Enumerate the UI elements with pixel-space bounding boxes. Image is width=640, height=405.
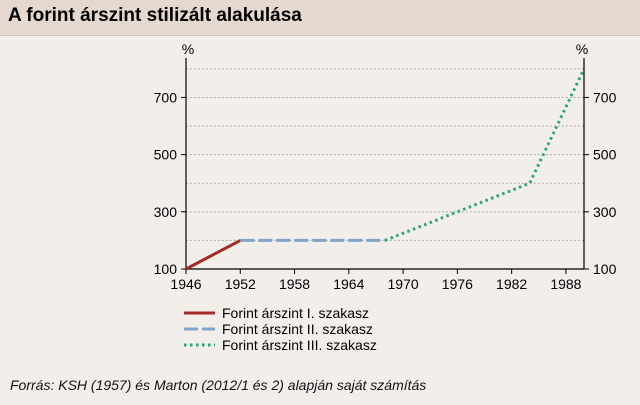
x-tick-label: 1964 <box>333 276 364 292</box>
chart-title: A forint árszint stilizált alakulása <box>8 5 302 26</box>
y-tick-label-left: 500 <box>154 147 178 163</box>
x-tick-label: 1976 <box>442 276 473 292</box>
x-tick-label: 1982 <box>496 276 527 292</box>
title-bar: A forint árszint stilizált alakulása <box>0 0 640 36</box>
y-tick-label-right: 500 <box>593 147 617 163</box>
x-tick-label: 1952 <box>225 276 256 292</box>
y-tick-label-right: 300 <box>593 204 617 220</box>
y-tick-label-left: 700 <box>154 89 178 105</box>
legend-label-3: Forint árszint III. szakasz <box>222 337 377 353</box>
x-tick-label: 1946 <box>170 276 201 292</box>
y-tick-label-left: 100 <box>154 261 178 277</box>
legend-label-2: Forint árszint II. szakasz <box>222 321 373 337</box>
y-axis-unit-right: % <box>576 41 588 57</box>
x-tick-label: 1988 <box>550 276 581 292</box>
y-tick-label-left: 300 <box>154 204 178 220</box>
series-line-1 <box>185 239 241 271</box>
line-chart: 100 100 300 300 500 500 700 700% % 1946 1952 1958 19… <box>154 41 617 353</box>
legend-label-1: Forint árszint I. szakasz <box>222 305 369 321</box>
source-note: Forrás: KSH (1957) és Marton (2012/1 és … <box>10 377 427 393</box>
y-axis-unit-left: % <box>182 41 194 57</box>
y-tick-label-right: 700 <box>593 89 617 105</box>
x-tick-label: 1970 <box>388 276 419 292</box>
y-tick-label-right: 100 <box>593 261 617 277</box>
x-tick-label: 1958 <box>279 276 310 292</box>
